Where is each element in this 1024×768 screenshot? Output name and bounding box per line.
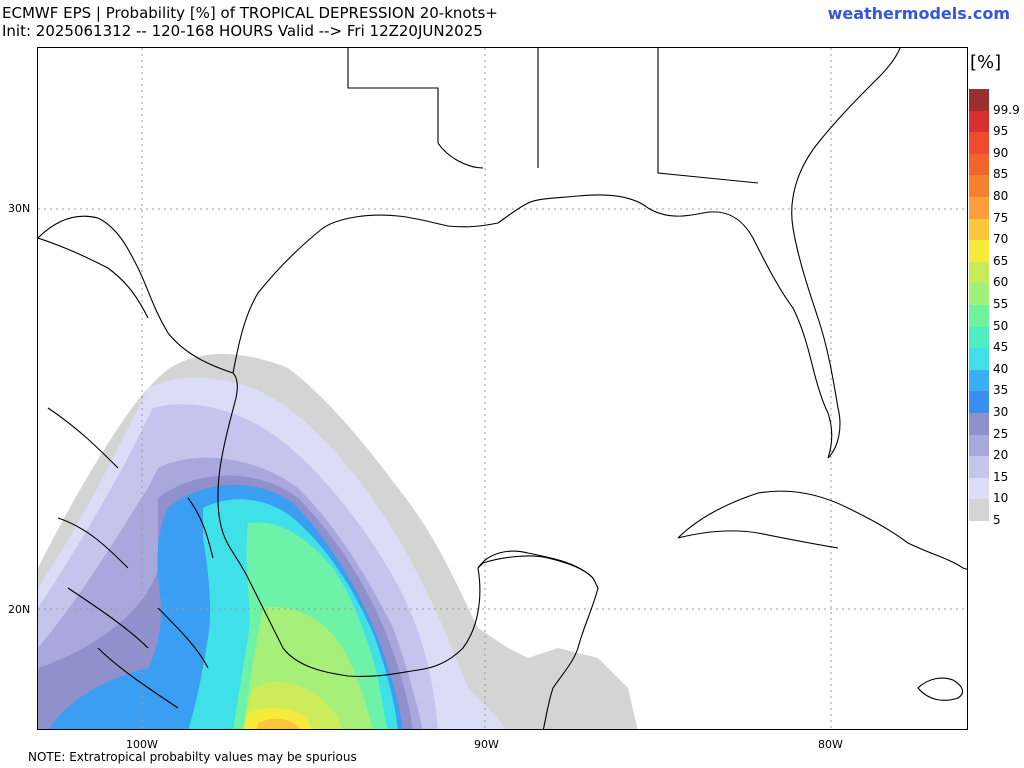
us-state-borders	[347, 48, 759, 184]
map-subtitle: Init: 2025061312 -- 120-168 HOURS Valid …	[2, 22, 483, 40]
colorbar-segment-60	[969, 261, 989, 284]
colorbar-label-30: 30	[993, 405, 1009, 419]
colorbar-label-15: 15	[993, 469, 1009, 484]
yucatan-outline	[477, 550, 594, 579]
colorbar-label-35: 35	[993, 383, 1009, 398]
lon-label-90w: 90W	[474, 738, 499, 751]
probability-shading	[38, 354, 638, 729]
colorbar-label-20: 20	[993, 448, 1009, 463]
map-canvas	[38, 48, 967, 729]
colorbar-segment-70	[969, 218, 989, 241]
texas-border	[38, 237, 149, 319]
colorbar-segment-25	[969, 413, 989, 435]
lat-lon-grid	[38, 48, 967, 729]
site-brand-link[interactable]: weathermodels.com	[827, 4, 1010, 23]
colorbar-segment-85	[969, 153, 989, 176]
colorbar-segment-35	[969, 369, 989, 392]
colorbar-segment-65	[969, 240, 989, 263]
shade-70-percent	[256, 718, 300, 729]
lat-label-20n: 20N	[8, 603, 31, 616]
colorbar-segment-40	[969, 348, 989, 371]
colorbar-label-80: 80	[993, 189, 1009, 203]
coastlines-borders	[38, 48, 967, 729]
florida-east-coast	[791, 48, 901, 459]
map-title: ECMWF EPS | Probability [%] of TROPICAL …	[2, 4, 498, 22]
mexico-interior-borders	[47, 407, 214, 709]
colorbar-segment-15	[969, 456, 989, 479]
colorbar-label-60: 60	[993, 275, 1009, 290]
colorbar-label-10: 10	[993, 491, 1009, 506]
colorbar-segment-55	[969, 283, 989, 306]
colorbar-label-65: 65	[993, 253, 1009, 268]
probability-map	[37, 47, 968, 730]
colorbar	[969, 89, 989, 522]
colorbar-segment-90	[969, 132, 989, 155]
colorbar-label-99.9: 99.9	[993, 102, 1020, 117]
colorbar-label-85: 85	[993, 167, 1009, 182]
colorbar-segment-80	[969, 175, 989, 198]
colorbar-segment-95	[969, 110, 989, 133]
colorbar-segment-5	[969, 499, 989, 522]
colorbar-label-5: 5	[993, 513, 1001, 527]
colorbar-label-40: 40	[993, 361, 1009, 376]
colorbar-label-55: 55	[993, 297, 1009, 311]
colorbar-segment-10	[969, 477, 989, 500]
lat-label-30n: 30N	[8, 202, 31, 215]
colorbar-label-95: 95	[993, 124, 1009, 139]
lon-label-100w: 100W	[126, 738, 158, 751]
colorbar-label-45: 45	[993, 340, 1009, 355]
us-gulf-coast	[232, 194, 833, 459]
lon-label-80w: 80W	[818, 738, 843, 751]
jamaica-outline	[917, 677, 964, 701]
colorbar-segment-75	[969, 197, 989, 219]
colorbar-label-50: 50	[993, 318, 1009, 333]
colorbar-label-75: 75	[993, 210, 1009, 225]
colorbar-segment-30	[969, 391, 989, 414]
legend-unit: [%]	[970, 52, 1002, 73]
colorbar-label-70: 70	[993, 232, 1009, 247]
footer-note: NOTE: Extratropical probabilty values ma…	[28, 750, 357, 764]
colorbar-label-25: 25	[993, 426, 1009, 441]
cuba-outline	[677, 490, 967, 570]
colorbar-segment-50	[969, 305, 989, 327]
colorbar-label-90: 90	[993, 145, 1009, 160]
colorbar-segment-45	[969, 326, 989, 349]
colorbar-segment-99.9	[969, 89, 989, 111]
colorbar-segment-20	[969, 434, 989, 457]
